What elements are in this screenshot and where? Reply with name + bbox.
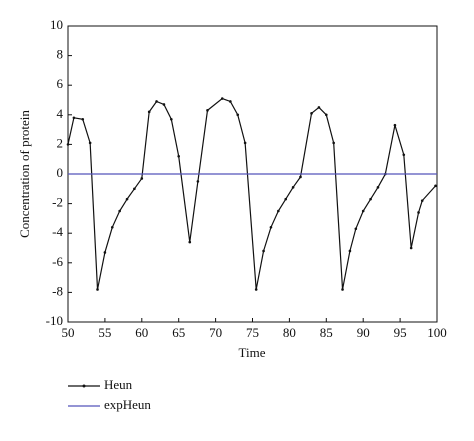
point (177, 154, 180, 158)
y-tick-label: -4 (52, 224, 63, 239)
legend-label: Heun (104, 377, 133, 392)
point (291, 186, 295, 189)
x-tick-label: 95 (394, 325, 407, 340)
point (354, 227, 358, 231)
point (110, 225, 114, 229)
y-tick-label: 4 (57, 106, 64, 121)
point (188, 240, 192, 244)
point (118, 209, 121, 213)
point (284, 197, 288, 201)
y-tick-label: -10 (46, 313, 63, 328)
point (310, 112, 313, 115)
y-tick-label: -2 (52, 195, 63, 210)
y-tick-label: 10 (50, 17, 63, 32)
point (66, 143, 70, 146)
y-tick-label: 2 (57, 135, 64, 150)
point (103, 251, 107, 254)
x-axis-label: Time (239, 345, 266, 360)
point (81, 117, 85, 121)
point (325, 113, 328, 117)
y-tick-label: -8 (52, 283, 63, 298)
point (170, 117, 173, 121)
point (420, 199, 424, 202)
point (96, 288, 99, 291)
point (206, 109, 209, 112)
point (262, 249, 265, 253)
point (155, 100, 158, 103)
point (402, 153, 406, 157)
legend-marker (82, 384, 86, 388)
point (277, 209, 280, 213)
point (140, 177, 144, 180)
x-tick-label: 100 (427, 325, 447, 340)
point (125, 197, 129, 201)
x-tick-label: 75 (246, 325, 259, 340)
point (317, 106, 321, 109)
point (434, 184, 437, 188)
y-axis-label: Concentration of protein (17, 110, 32, 238)
point (332, 141, 335, 145)
x-tick-label: 60 (135, 325, 148, 340)
point (147, 110, 151, 114)
point (369, 197, 372, 201)
point (361, 209, 365, 213)
point (196, 180, 200, 183)
point (88, 141, 92, 145)
x-tick-label: 55 (98, 325, 111, 340)
point (236, 113, 240, 117)
series-line (67, 97, 436, 290)
x-tick-label: 85 (320, 325, 333, 340)
legend-label: expHeun (104, 397, 151, 412)
y-tick-label: 6 (57, 76, 64, 91)
y-tick-label: -6 (52, 254, 63, 269)
x-tick-label: 90 (357, 325, 370, 340)
x-tick-label: 50 (62, 325, 75, 340)
x-tick-label: 70 (209, 325, 222, 340)
y-tick-label: 8 (57, 47, 64, 62)
point (376, 186, 380, 189)
point (417, 211, 420, 214)
x-tick-label: 65 (172, 325, 185, 340)
x-tick-label: 80 (283, 325, 296, 340)
point (299, 175, 302, 179)
point (243, 141, 247, 145)
point (220, 97, 224, 100)
point (269, 225, 273, 229)
point (254, 288, 258, 291)
point (409, 246, 413, 250)
point (229, 100, 232, 103)
point (133, 187, 136, 191)
point (162, 103, 166, 106)
point (72, 116, 76, 120)
point (393, 123, 397, 127)
point (348, 249, 352, 253)
y-tick-label: 0 (57, 165, 64, 180)
point (341, 288, 344, 291)
